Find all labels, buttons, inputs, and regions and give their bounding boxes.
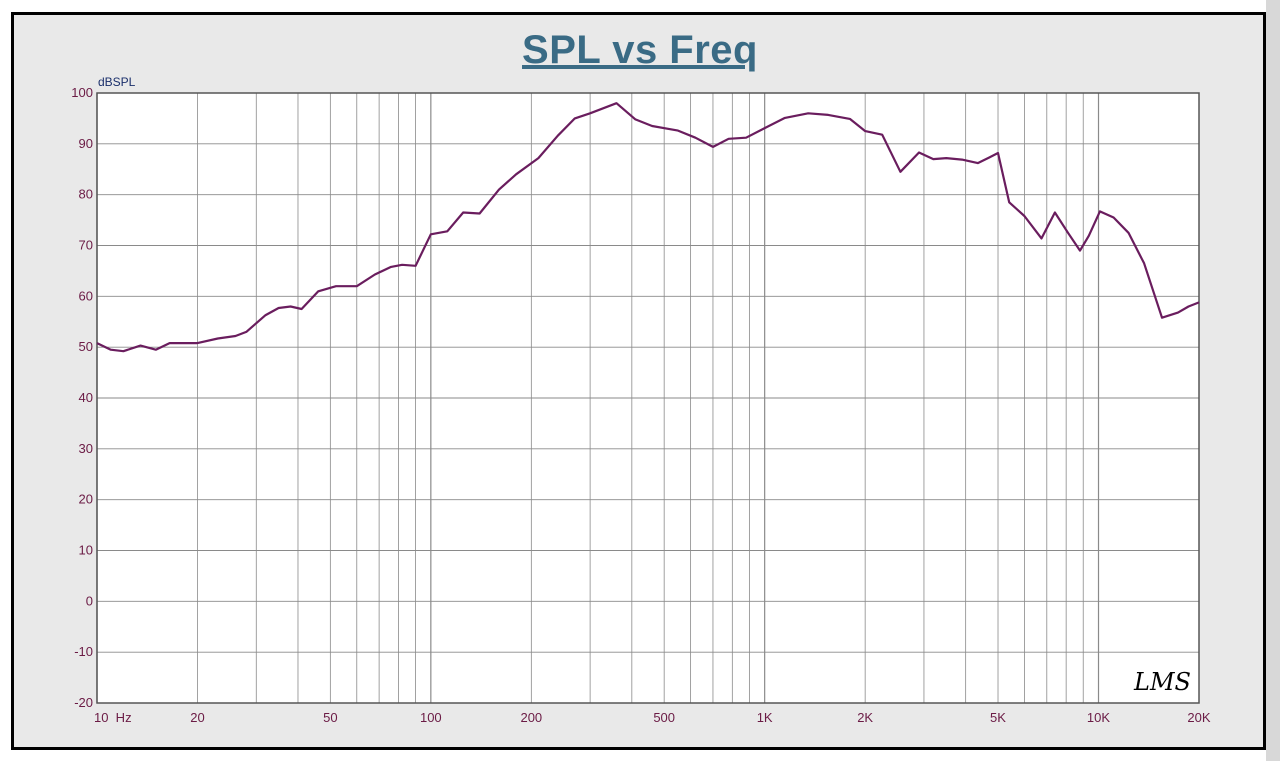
lms-signature: LMS	[1133, 668, 1191, 696]
y-tick-label: 10	[79, 543, 93, 558]
x-tick-label: 50	[323, 710, 337, 725]
horizontal-gridlines	[97, 92, 1199, 704]
y-tick-label: 90	[79, 136, 93, 151]
y-tick-label: 80	[79, 187, 93, 202]
y-tick-label: 0	[86, 593, 93, 608]
x-tick-label: 20	[190, 710, 204, 725]
y-tick-label: 60	[79, 288, 93, 303]
plot-border	[96, 92, 1200, 704]
x-tick-label: 100	[420, 710, 442, 725]
y-axis-label: dBSPL	[98, 75, 136, 89]
x-tick-label: 10 Hz	[94, 710, 132, 725]
y-tick-label: -20	[74, 695, 93, 710]
x-tick-label: 2K	[857, 710, 873, 725]
chart-title: SPL vs Freq	[522, 28, 758, 72]
x-tick-label: 20K	[1187, 710, 1210, 725]
y-tick-label: 70	[79, 238, 93, 253]
y-tick-label: 40	[79, 390, 93, 405]
x-tick-label: 1K	[757, 710, 773, 725]
x-tick-label: 500	[653, 710, 675, 725]
x-tick-label: 10K	[1087, 710, 1110, 725]
x-tick-label: 5K	[990, 710, 1006, 725]
y-tick-label: 20	[79, 492, 93, 507]
spl-curve	[96, 102, 1200, 353]
y-tick-label: -10	[74, 644, 93, 659]
y-tick-label: 30	[79, 441, 93, 456]
x-tick-label: 200	[520, 710, 542, 725]
y-tick-label: 50	[79, 339, 93, 354]
x-axis-tick-labels: 10 Hz 20 50 100 200 500 1K 2K 5K 10K 20K	[94, 710, 1211, 725]
y-tick-label: 100	[71, 85, 93, 100]
window-edge	[1266, 0, 1280, 761]
